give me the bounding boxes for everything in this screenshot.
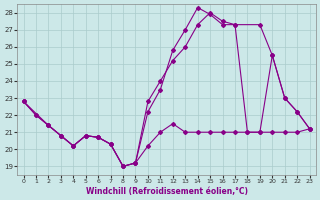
X-axis label: Windchill (Refroidissement éolien,°C): Windchill (Refroidissement éolien,°C)	[85, 187, 248, 196]
